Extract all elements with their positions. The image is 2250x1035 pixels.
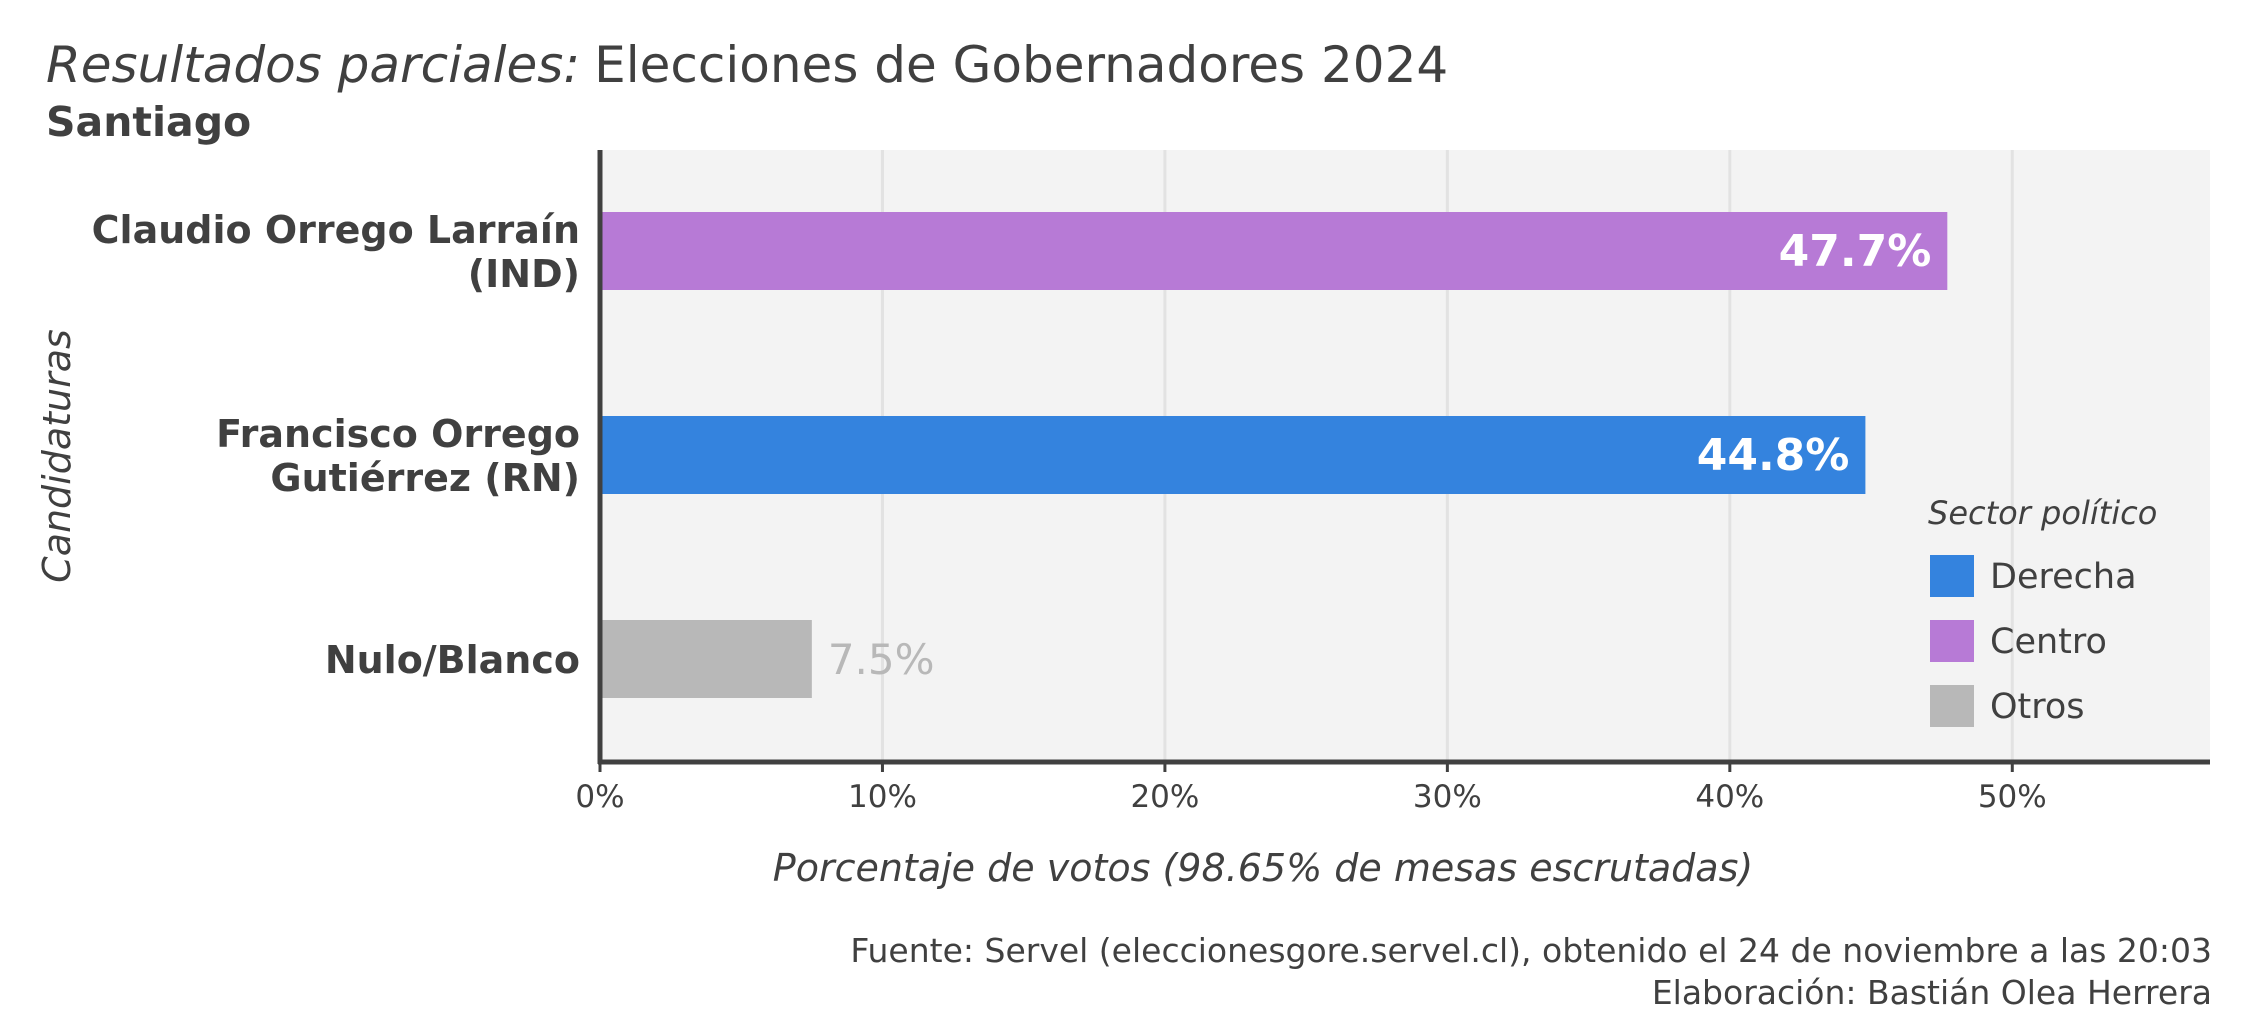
bar-otros [600,620,812,698]
category-label: (IND) [468,252,580,296]
category-label: Gutiérrez (RN) [270,456,580,500]
legend-swatch-otros [1930,685,1974,727]
category-label: Francisco Orrego [216,412,580,456]
bar-value-label: 47.7% [1779,226,1932,277]
bars: 47.7% 44.8% 7.5% [600,212,1948,698]
caption-source: Fuente: Servel (eleccionesgore.servel.cl… [850,931,2212,970]
bar-derecha [600,416,1866,494]
legend: Sector político Derecha Centro Otros [1928,494,2157,727]
bar-centro [600,212,1948,290]
legend-label: Derecha [1990,557,2137,597]
legend-label: Otros [1990,687,2085,727]
category-labels: Claudio Orrego Larraín(IND) Francisco Orr… [92,208,580,682]
chart-title: Resultados parciales: Elecciones de Gober… [46,36,1448,94]
axes [597,150,2210,765]
chart-subtitle: Santiago [46,98,251,146]
chart-title-rest: Elecciones de Gobernadores 2024 [594,36,1448,94]
bar-value-label: 44.8% [1697,430,1850,481]
x-ticks: 0% 10% 20% 30% 40% 50% [575,762,2047,815]
x-tick-label: 0% [575,779,624,815]
bar-value-label: 7.5% [828,635,935,684]
legend-title: Sector político [1928,494,2157,532]
x-tick-label: 20% [1130,779,1199,815]
x-tick-label: 40% [1695,779,1764,815]
legend-swatch-centro [1930,620,1974,662]
category-label: Nulo/Blanco [325,638,580,682]
x-tick-label: 50% [1978,779,2047,815]
category-label: Claudio Orrego Larraín [92,208,580,252]
legend-label: Centro [1990,622,2107,662]
x-tick-label: 30% [1413,779,1482,815]
caption-author: Elaboración: Bastián Olea Herrera [1652,973,2212,1012]
legend-swatch-derecha [1930,555,1974,597]
y-axis-title: Candidaturas [35,329,79,583]
chart-title-italic: Resultados parciales: [46,36,580,94]
x-axis-title: Porcentaje de votos (98.65% de mesas esc… [773,846,1753,890]
x-tick-label: 10% [848,779,917,815]
